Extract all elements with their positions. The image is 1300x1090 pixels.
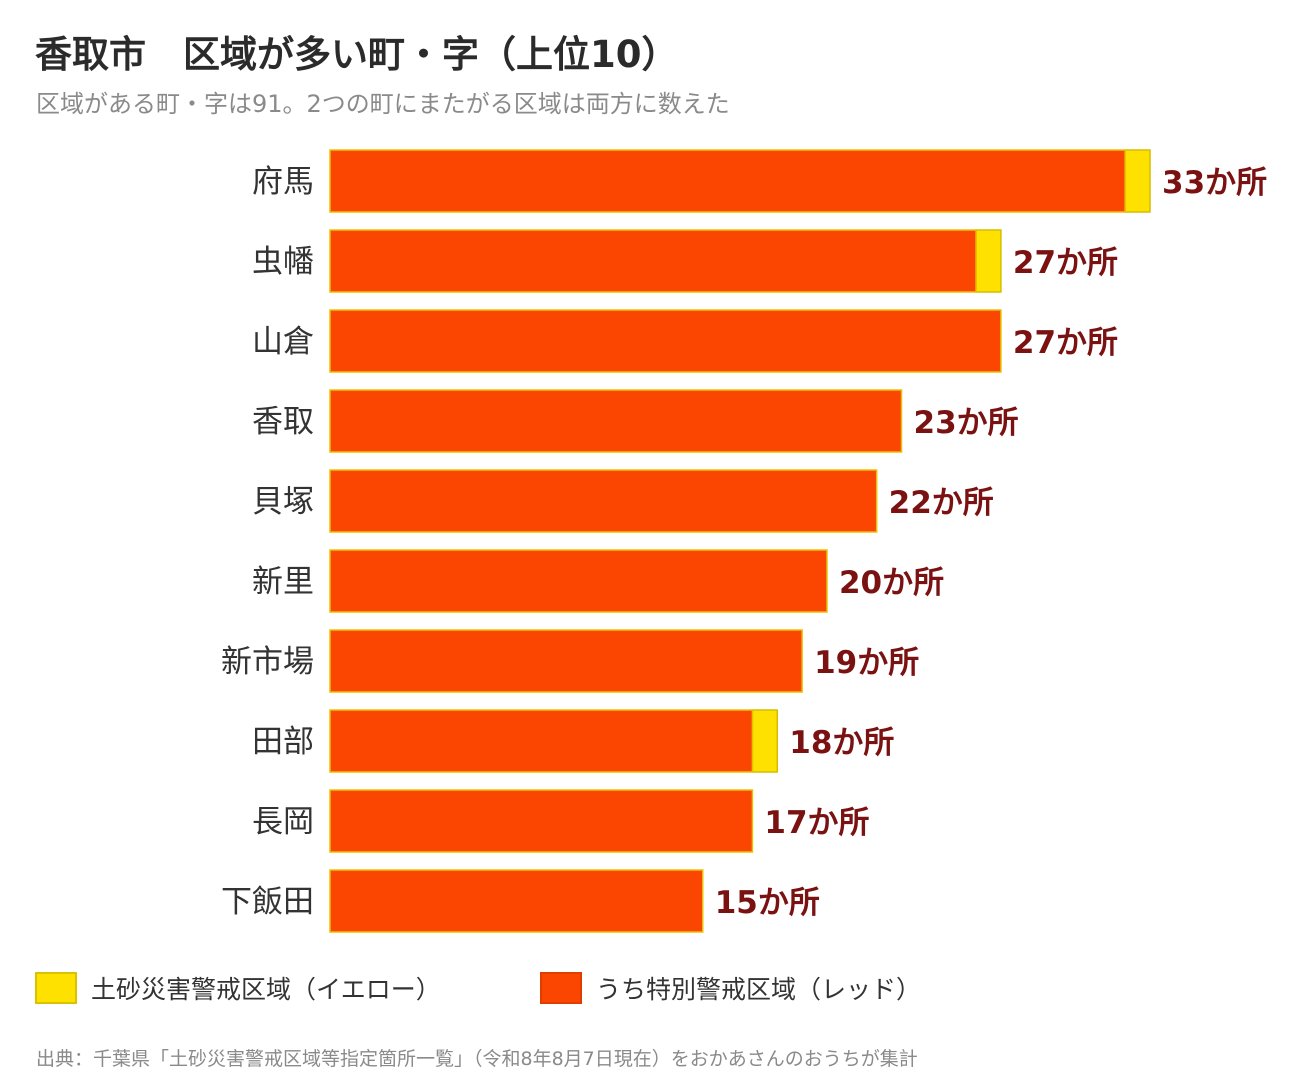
bar-red-segment [329,229,977,293]
category-label: 香取 [252,404,314,440]
value-label: 27か所 [1013,325,1118,361]
value-label: 17か所 [764,805,869,841]
bar-yellow-segment [975,229,1002,293]
chart-title: 香取市 区域が多い町・字（上位10） [35,33,679,76]
value-label: 33か所 [1162,165,1267,201]
category-label: 山倉 [252,324,314,360]
category-label: 下飯田 [221,884,314,920]
value-label: 20か所 [839,565,944,601]
bar-red-segment [329,389,903,453]
bar-red-segment [329,309,1002,373]
bar-row: 府馬 33か所 [252,149,1267,213]
bar-red-segment [329,149,1126,213]
bar-red-segment [329,789,754,853]
value-label: 15か所 [715,885,820,921]
bar-red-segment [329,629,803,693]
category-label: 府馬 [252,164,314,200]
bar-red-segment [329,869,704,933]
value-label: 22か所 [889,485,994,521]
legend-label-yellow: 土砂災害警戒区域（イエロー） [91,975,441,1004]
bar-red-segment [329,709,754,773]
bar-red-segment [329,469,878,533]
category-label: 田部 [252,724,314,760]
category-label: 新市場 [221,644,314,680]
bar-yellow-segment [751,709,779,773]
legend-swatch-red [540,972,582,1004]
bar-row: 新里 20か所 [252,549,944,613]
category-label: 長岡 [252,804,314,840]
bar-row: 山倉 27か所 [252,309,1118,373]
value-label: 27か所 [1013,245,1118,281]
value-label: 23か所 [914,405,1019,441]
bar-yellow-segment [1124,149,1151,213]
bar-row: 香取 23か所 [252,389,1019,453]
legend-item-red: うち特別警戒区域（レッド） [540,970,921,1006]
value-label: 19か所 [814,645,919,681]
category-label: 新里 [252,564,314,600]
bar-row: 虫幡 27か所 [252,229,1118,293]
category-label: 虫幡 [252,244,314,280]
source-note: 出典：千葉県「土砂災害警戒区域等指定箇所一覧」（令和8年8月7日現在）をおかあさ… [36,1048,918,1070]
bar-row: 新市場 19か所 [221,629,919,693]
bar-row: 貝塚 22か所 [252,469,994,533]
legend: 土砂災害警戒区域（イエロー） うち特別警戒区域（レッド） [0,970,1300,1010]
category-label: 貝塚 [252,484,314,520]
bar-row: 田部 18か所 [252,709,894,773]
bar-row: 下飯田 15か所 [221,869,820,933]
chart-subtitle: 区域がある町・字は91。2つの町にまたがる区域は両方に数えた [36,90,730,118]
legend-item-yellow: 土砂災害警戒区域（イエロー） [35,970,441,1006]
bar-row: 長岡 17か所 [252,789,870,853]
bar-red-segment [329,549,828,613]
legend-label-red: うち特別警戒区域（レッド） [596,975,922,1004]
legend-swatch-yellow [35,972,77,1004]
value-label: 18か所 [789,725,894,761]
